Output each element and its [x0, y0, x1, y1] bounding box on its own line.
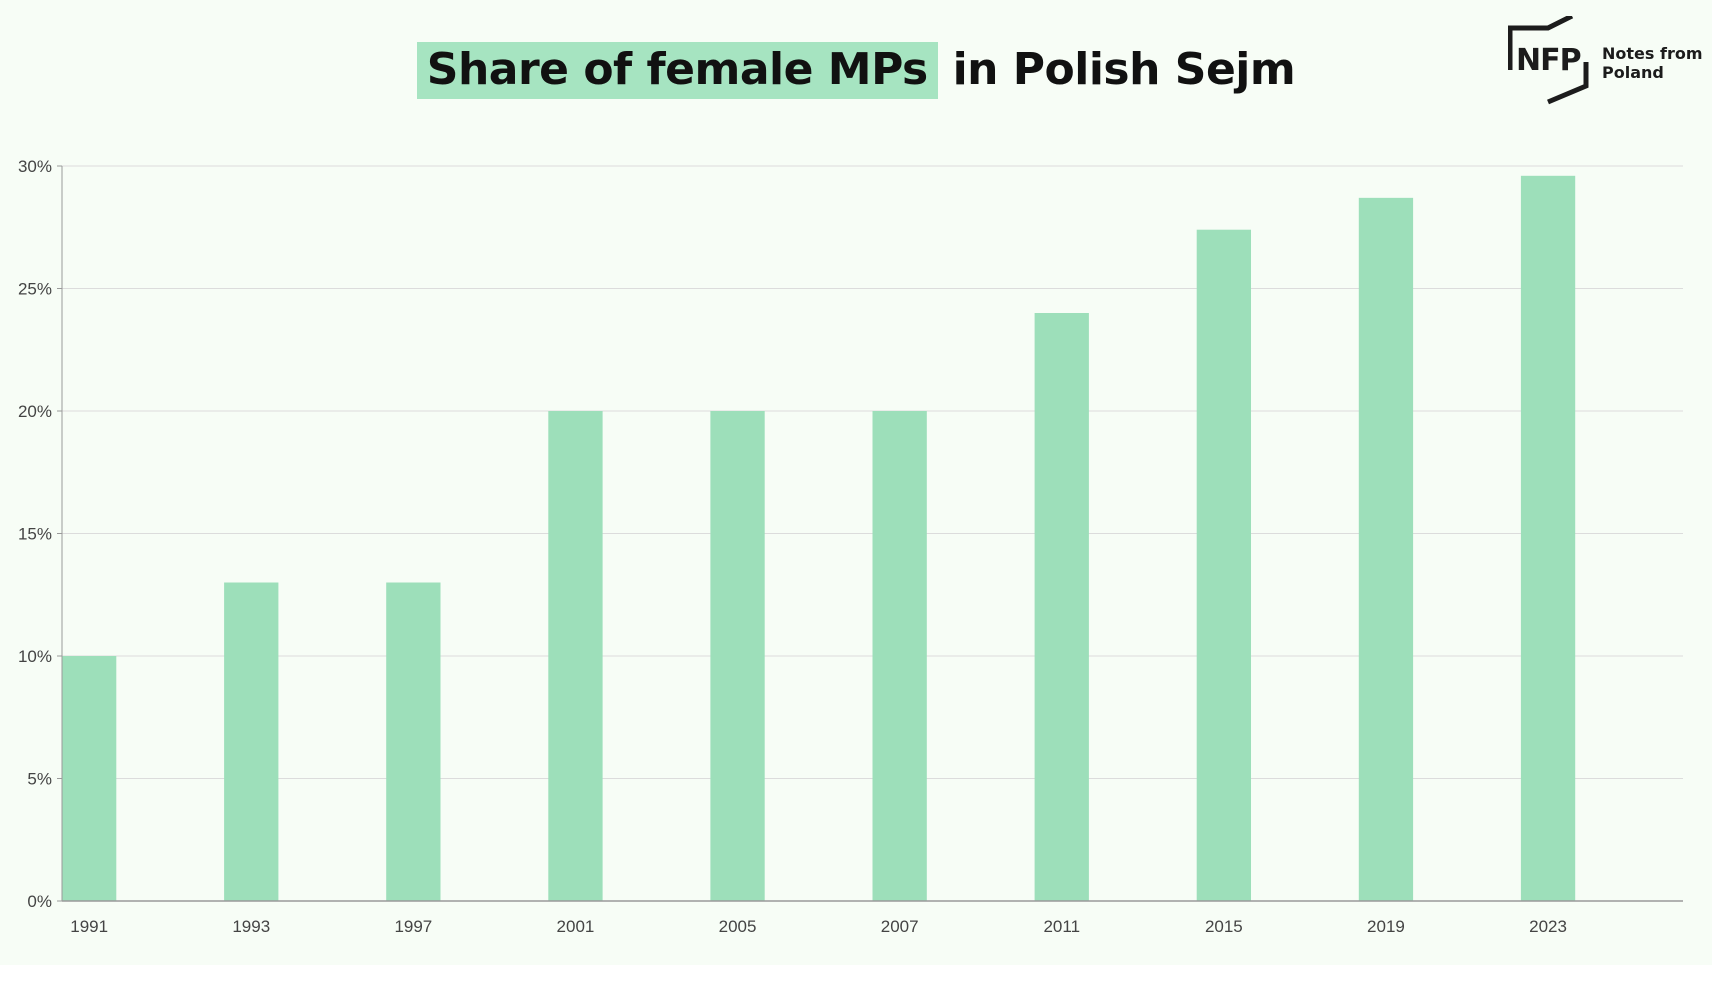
x-tick-label: 1997	[394, 917, 432, 936]
y-axis-ticks: 0% 5% 10% 15% 20% 25% 30%	[18, 157, 62, 911]
bar-1993	[224, 582, 279, 901]
y-tick-label: 20%	[18, 402, 52, 421]
axes	[61, 166, 1683, 902]
y-tick-label: 0%	[27, 892, 52, 911]
y-tick-label: 25%	[18, 280, 52, 299]
bar-2015	[1196, 229, 1252, 901]
x-tick-label: 2019	[1367, 917, 1405, 936]
bars	[62, 175, 1576, 902]
x-tick-label: 1993	[232, 917, 270, 936]
x-tick-label: 1991	[70, 917, 108, 936]
bar-2019	[1358, 197, 1414, 902]
chart-title: Share of female MPs in Polish Sejm	[0, 42, 1712, 99]
y-tick-label: 10%	[18, 647, 52, 666]
x-tick-label: 2011	[1043, 917, 1080, 936]
bar-2005	[710, 411, 765, 901]
x-tick-label: 2005	[719, 917, 757, 936]
x-tick-label: 2023	[1529, 917, 1567, 936]
x-tick-label: 2007	[881, 917, 919, 936]
logo-line-2: Poland	[1602, 63, 1664, 82]
bar-2011	[1034, 313, 1089, 901]
x-tick-label: 2015	[1205, 917, 1243, 936]
title-rest: in Polish Sejm	[952, 44, 1296, 95]
y-tick-label: 5%	[27, 770, 52, 789]
logo-text: Notes from Poland	[1602, 44, 1703, 82]
bar-2023	[1520, 175, 1576, 902]
y-tick-label: 15%	[18, 525, 52, 544]
logo-line-1: Notes from	[1602, 44, 1703, 63]
logo-mark: NFP	[1516, 43, 1581, 78]
bar-1991	[62, 656, 117, 901]
x-tick-label: 2001	[557, 917, 595, 936]
title-highlight: Share of female MPs	[416, 42, 938, 99]
bar-2007	[872, 411, 927, 901]
bar-1997	[386, 582, 441, 901]
nfp-logo-icon: NFP	[1508, 16, 1589, 105]
bar-2001	[548, 411, 603, 901]
x-axis-ticks: 1991 1993 1997 2001 2005 2007 2011 2015 2019 2023	[70, 917, 1567, 936]
y-tick-label: 30%	[18, 157, 52, 176]
